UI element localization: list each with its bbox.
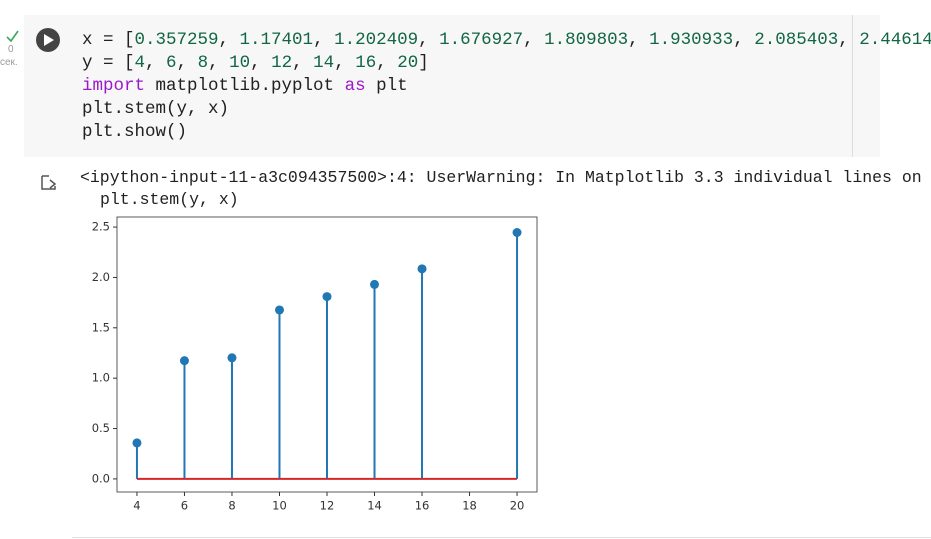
y-tick-label: 0.5 [92, 421, 110, 435]
code-token: 2.446148 [859, 30, 931, 50]
cell-icons [6, 28, 60, 190]
warning-line: plt.stem(y, x) [100, 190, 239, 209]
stem-marker [179, 356, 189, 366]
x-tick-label: 20 [510, 499, 525, 513]
stem-marker [512, 227, 522, 237]
code-line: plt.stem(y, x) [82, 99, 230, 119]
code-token: import [82, 76, 146, 96]
output-icon [41, 175, 57, 190]
code-token: 20 [397, 53, 419, 73]
stem-marker [417, 264, 427, 274]
code-token: 14 [313, 53, 335, 73]
x-tick-label: 6 [181, 499, 188, 513]
code-token: as [344, 76, 366, 96]
x-tick-label: 12 [320, 499, 335, 513]
y-tick-label: 1.5 [92, 320, 110, 334]
code-line: plt.show() [82, 122, 188, 142]
x-tick-label: 8 [228, 499, 235, 513]
code-token: 1.17401 [239, 30, 314, 50]
code-line: x = [0.357259, 1.17401, 1.202409, 1.6769… [82, 29, 931, 52]
x-tick-label: 16 [415, 499, 430, 513]
code-token: 1.676927 [439, 30, 524, 50]
code-cell [24, 15, 880, 157]
run-icon [44, 34, 54, 46]
code-token: 12 [271, 53, 293, 73]
warning-line: <ipython-input-11-a3c094357500>:4: UserW… [80, 168, 931, 187]
code-token: 4 [134, 53, 146, 73]
stem-marker [322, 292, 332, 302]
separator [72, 537, 931, 538]
y-tick-label: 2.0 [92, 270, 110, 284]
code-line: import matplotlib.pyplot as plt [82, 76, 408, 96]
code-token: 8 [197, 53, 209, 73]
stem-marker [227, 353, 237, 363]
code-token: 0.357259 [134, 30, 219, 50]
stem-marker [370, 279, 380, 289]
code-token: 10 [229, 53, 251, 73]
code-token: 1.809803 [544, 30, 629, 50]
stem-marker [132, 438, 142, 448]
status-time: 0 [8, 44, 14, 55]
code-token: 6 [166, 53, 177, 73]
x-tick-label: 14 [367, 499, 382, 513]
code-token: 1.202409 [334, 30, 419, 50]
code-token: 16 [355, 53, 377, 73]
code-token: 2.085403 [754, 30, 839, 50]
ruler [852, 15, 853, 157]
stem-marker [274, 305, 284, 315]
check [6, 30, 19, 43]
x-tick-label: 18 [462, 499, 477, 513]
y-tick-label: 0.0 [92, 471, 110, 485]
x-tick-label: 4 [133, 499, 140, 513]
code-line: y = [4, 6, 8, 10, 12, 14, 16, 20] [82, 53, 429, 73]
code-token: 1.930933 [649, 30, 734, 50]
status-unit: сек. [0, 57, 18, 68]
x-tick-label: 10 [272, 499, 287, 513]
y-tick-label: 1.0 [92, 371, 110, 385]
y-tick-label: 2.5 [92, 220, 110, 234]
